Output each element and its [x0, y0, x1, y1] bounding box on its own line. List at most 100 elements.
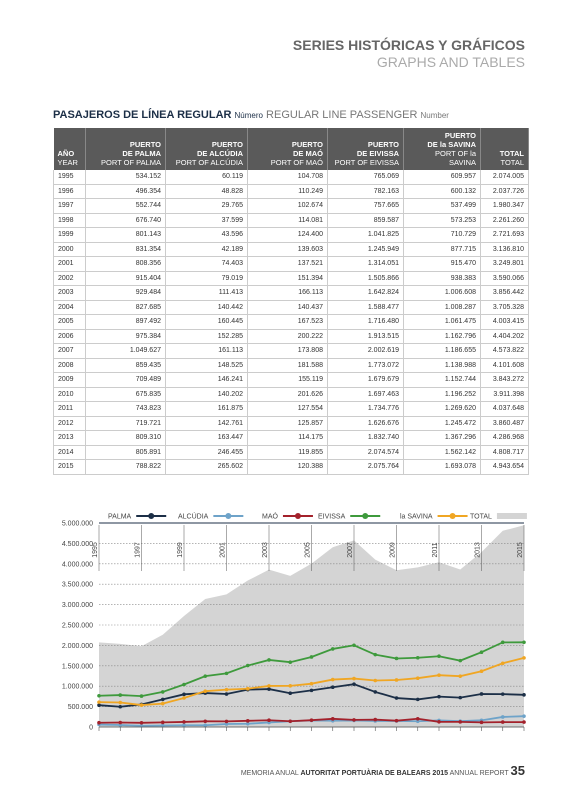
series-point [458, 658, 463, 663]
table-cell: 152.285 [165, 329, 248, 344]
table-cell: 1.642.824 [327, 285, 404, 301]
footer-suffix: ANNUAL REPORT [449, 770, 509, 777]
table-cell: 676.740 [85, 213, 166, 228]
table-cell: 1.913.515 [327, 329, 404, 344]
table-cell: 782.163 [327, 184, 404, 199]
table-cell: 74.403 [165, 256, 248, 272]
series-point [160, 697, 165, 702]
series-point [139, 703, 144, 707]
table-cell: 496.354 [85, 184, 166, 199]
series-point [522, 714, 526, 718]
table-row: 2014 805.891 246.455 119.855 2.074.574 1.562.… [53, 445, 529, 460]
table-cell: 60.119 [165, 170, 248, 185]
table-body: 1995 534.152 60.119 104.708 765.069 609.957 2.… [53, 170, 529, 475]
y-tick-label: 4.500.000 [62, 541, 93, 548]
table-row: 2011 743.823 161.875 127.554 1.734.776 1.269.… [53, 401, 529, 417]
table-cell: 573.253 [403, 213, 481, 228]
table-cell: 897.492 [85, 314, 166, 330]
y-tick-label: 3.000.000 [62, 602, 93, 609]
column-header: PUERTO DE MAÓ PORT OF MAÓ [247, 128, 328, 170]
legend-swatch [496, 513, 527, 519]
series-point [330, 677, 335, 682]
table-row: 2005 897.492 160.445 167.523 1.716.480 1.061.… [53, 314, 529, 330]
table-cell: 929.484 [85, 285, 166, 301]
series-point [118, 704, 123, 709]
series-point [500, 661, 505, 666]
series-point [118, 693, 123, 697]
section-subtitle: GRAPHS AND TABLES [376, 54, 525, 70]
header: SERIES HISTÓRICAS Y GRÁFICOS GRAPHS AND … [293, 37, 525, 70]
legend-marker [362, 513, 369, 519]
table-cell: 1.562.142 [403, 445, 481, 460]
table-cell: 1.245.472 [403, 416, 481, 431]
legend-label: TOTAL [470, 514, 492, 521]
title-en: REGULAR LINE PASSENGER [266, 109, 418, 121]
table-cell: 127.554 [247, 401, 328, 417]
table-cell: 709.489 [85, 372, 166, 388]
table-cell: 1.626.676 [327, 416, 404, 431]
table-cell: 1.505.866 [327, 271, 404, 286]
table-cell: 2012 [53, 416, 86, 431]
table-cell: 2.074.005 [480, 170, 529, 185]
table-cell: 2.074.574 [327, 445, 404, 460]
column-header-sub: PORT OF EIVISSA [334, 158, 399, 167]
table-cell: 2011 [53, 401, 86, 417]
column-header-line: DE PALMA [122, 149, 161, 158]
series-point [373, 717, 378, 722]
table-cell: 2.075.764 [327, 459, 404, 475]
series-point [479, 720, 484, 725]
series-point [97, 700, 101, 704]
series-point [330, 685, 335, 690]
series-point [182, 696, 186, 700]
table-cell: 719.721 [85, 416, 166, 431]
table-cell: 125.857 [247, 416, 328, 431]
table-row: 2002 915.404 79.019 151.394 1.505.866 938.383… [53, 271, 529, 286]
series-point [267, 658, 271, 662]
table-cell: 1.269.620 [403, 401, 481, 417]
table-cell: 552.744 [85, 198, 166, 214]
table-cell: 161.113 [165, 343, 248, 359]
y-tick-label: 500.000 [68, 704, 93, 711]
table-cell: 2006 [53, 329, 86, 344]
series-point [309, 718, 314, 722]
table-cell: 2014 [53, 445, 86, 460]
table-cell: 2002 [53, 271, 86, 286]
table-cell: 743.823 [85, 401, 166, 417]
table-cell: 120.388 [247, 459, 328, 475]
series-point [224, 692, 229, 696]
table-row: 2010 675.835 140.202 201.626 1.697.463 1.196.… [53, 387, 529, 402]
column-header-line: DE la SAVINA [427, 140, 476, 149]
column-header-line: PUERTO [211, 140, 243, 149]
table-cell: 1.716.480 [327, 314, 404, 330]
legend-marker [148, 513, 155, 519]
table-cell: 1.773.072 [327, 358, 404, 373]
table-cell: 166.113 [247, 285, 328, 301]
column-header: PUERTO DE la SAVINA PORT OF la SAVINA [403, 128, 481, 170]
table-cell: 2.002.619 [327, 343, 404, 359]
legend-label: ALCÚDIA [178, 512, 209, 521]
table-cell: 1.679.679 [327, 372, 404, 388]
series-point [500, 692, 505, 696]
column-header: PUERTO DE PALMA PORT OF PALMA [85, 128, 166, 170]
y-tick-label: 3.500.000 [62, 582, 93, 589]
data-table: AÑO YEAR PUERTO DE PALMA PORT OF PALMA PUERTO… [53, 128, 529, 475]
table-cell: 163.447 [165, 430, 248, 446]
table-cell: 537.499 [403, 198, 481, 214]
series-point [479, 692, 484, 696]
column-header-line: DE MAÓ [293, 149, 323, 158]
table-cell: 140.202 [165, 387, 248, 402]
x-tick-label: 2013 [475, 542, 482, 558]
table-cell: 114.175 [247, 430, 328, 446]
table-cell: 1.049.627 [85, 343, 166, 359]
table-cell: 3.911.398 [480, 387, 529, 402]
legend-marker [294, 513, 301, 519]
series-point [118, 720, 123, 725]
series-point [182, 723, 186, 728]
table-cell: 1.186.655 [403, 343, 481, 359]
series-point [309, 681, 314, 686]
series-point [522, 693, 526, 697]
table-cell: 119.855 [247, 445, 328, 460]
table-cell: 2000 [53, 242, 86, 257]
table-cell: 146.241 [165, 372, 248, 388]
